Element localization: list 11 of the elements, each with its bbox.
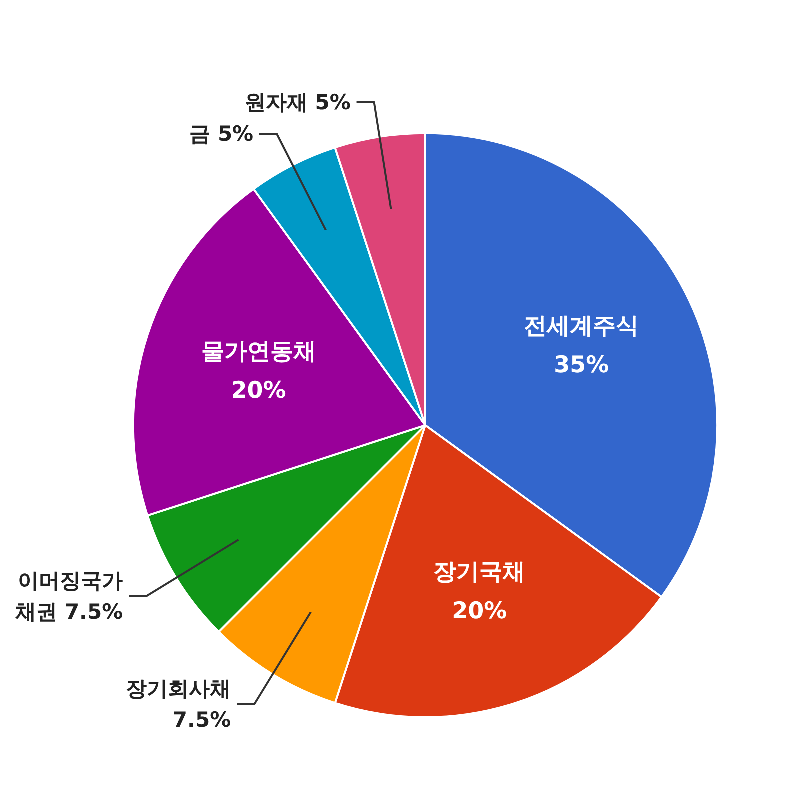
data-label: 20% bbox=[231, 378, 286, 404]
data-label: 7.5% bbox=[172, 708, 232, 732]
slice-label: 전세계주식 bbox=[524, 313, 640, 340]
slice-label: 이머징국가 채권 7.5% bbox=[14, 568, 124, 624]
slice-label: 원자재 5% bbox=[244, 90, 351, 114]
slice-label: 금 5% bbox=[190, 122, 254, 146]
slice-label: 물가연동채 bbox=[201, 338, 316, 365]
data-label: 20% bbox=[452, 598, 508, 625]
slice-label: 장기국채 bbox=[434, 560, 526, 586]
slice-label: 장기회사채 bbox=[126, 676, 232, 701]
data-label: 35% bbox=[554, 352, 610, 378]
